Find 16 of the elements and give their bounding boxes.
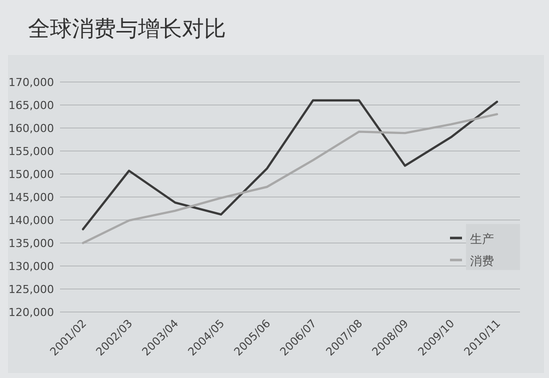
line-series bbox=[82, 99, 498, 230]
y-tick-label: 155,000 bbox=[8, 145, 54, 158]
line-series bbox=[82, 113, 498, 244]
y-tick-label: 145,000 bbox=[8, 191, 54, 204]
legend-label: 消费 bbox=[470, 254, 494, 268]
y-tick-label: 125,000 bbox=[8, 283, 54, 296]
y-tick-label: 120,000 bbox=[8, 306, 54, 319]
legend-label: 生产 bbox=[470, 232, 494, 246]
y-tick-label: 170,000 bbox=[8, 76, 54, 89]
y-tick-label: 150,000 bbox=[8, 168, 54, 181]
y-tick-label: 160,000 bbox=[8, 122, 54, 135]
y-tick-label: 165,000 bbox=[8, 99, 54, 112]
y-tick-label: 140,000 bbox=[8, 214, 54, 227]
y-tick-label: 135,000 bbox=[8, 237, 54, 250]
chart-title: 全球消费与增长对比 bbox=[28, 17, 226, 42]
y-tick-label: 130,000 bbox=[8, 260, 54, 273]
